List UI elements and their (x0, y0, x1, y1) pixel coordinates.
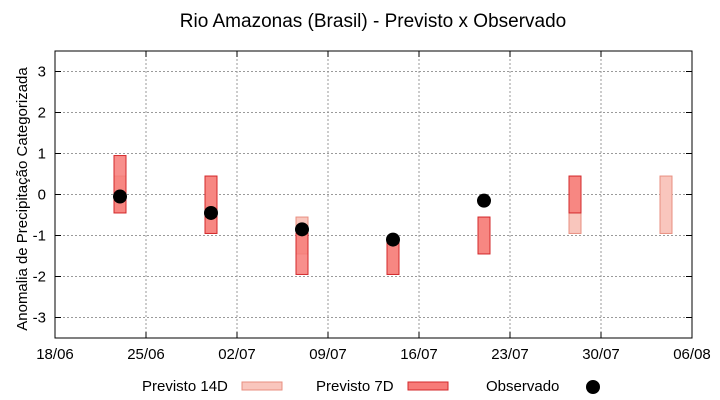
y-tick-label: -1 (33, 228, 46, 245)
bar-previsto-7d (568, 175, 582, 214)
y-tick-label: -2 (33, 269, 46, 286)
point-observado (204, 205, 218, 220)
x-tick-label: 18/06 (36, 346, 74, 363)
bar-previsto-14d (659, 175, 673, 234)
y-tick-label: 0 (38, 187, 46, 204)
legend-swatch-previsto-14d (241, 381, 283, 391)
legend-label-previsto-7d: Previsto 7D (316, 378, 394, 395)
x-tick-label: 02/07 (218, 346, 256, 363)
point-observado (477, 193, 491, 208)
legend-label-observado: Observado (486, 378, 559, 395)
y-tick-label: -3 (33, 310, 46, 327)
bar-previsto-7d (204, 175, 218, 234)
point-observado (295, 222, 309, 237)
chart-title: Rio Amazonas (Brasil) - Previsto x Obser… (180, 11, 566, 32)
point-observado (386, 232, 400, 247)
series-observado (113, 189, 491, 247)
bar-previsto-7d (477, 216, 491, 255)
y-axis-ticks: -3 -2 -1 0 1 2 3 (33, 64, 692, 327)
y-tick-label: 2 (38, 105, 46, 122)
legend-marker-observado (586, 380, 600, 394)
legend-label-previsto-14d: Previsto 14D (142, 378, 228, 395)
y-tick-label: 3 (38, 64, 46, 81)
x-axis-ticks: 18/06 25/06 02/07 09/07 16/07 23/07 30/07 06/08 (36, 51, 711, 363)
bar-previsto-7d (295, 232, 309, 275)
legend-swatch-previsto-7d (407, 381, 449, 391)
y-axis-label: Anomalia de Precipitação Categorizada (14, 67, 31, 331)
series-previsto-7d (113, 155, 582, 275)
y-tick-label: 1 (38, 146, 46, 163)
grid-lines (55, 51, 692, 338)
x-tick-label: 25/06 (127, 346, 165, 363)
legend: Previsto 14D Previsto 7D Observado (142, 378, 600, 395)
x-tick-label: 09/07 (309, 346, 347, 363)
x-tick-label: 06/08 (673, 346, 711, 363)
x-tick-label: 16/07 (400, 346, 438, 363)
point-observado (113, 189, 127, 204)
bar-previsto-7d (113, 155, 127, 214)
x-tick-label: 23/07 (491, 346, 529, 363)
plot-frame (54, 50, 693, 339)
x-tick-label: 30/07 (582, 346, 620, 363)
